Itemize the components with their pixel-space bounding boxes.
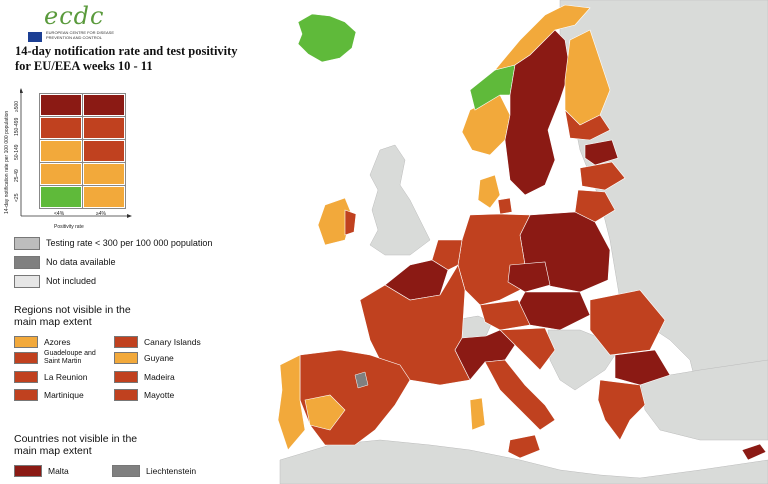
iceland xyxy=(297,13,357,63)
legend-item: Testing rate < 300 per 100 000 populatio… xyxy=(14,237,212,250)
denmark-red xyxy=(497,197,513,215)
matrix-cell xyxy=(82,162,126,186)
estonia xyxy=(584,139,619,166)
ireland-red xyxy=(344,209,357,236)
region-item: La Reunion xyxy=(14,371,87,383)
romania xyxy=(589,289,666,356)
matrix-cell xyxy=(82,93,126,117)
matrix-y-axis-label: 14-day notification rate per 100 000 pop… xyxy=(4,110,10,214)
regions-heading: Regions not visible in the main map exte… xyxy=(14,304,131,328)
col-label: ≥4% xyxy=(96,211,106,217)
matrix-cell xyxy=(39,116,83,140)
region-swatch xyxy=(114,336,138,348)
page-title: 14-day notification rate and test positi… xyxy=(15,44,238,73)
region-item: Guadeloupe and Saint Martin xyxy=(14,350,106,365)
country-swatch xyxy=(112,465,140,477)
region-label: Canary Islands xyxy=(144,337,201,347)
region-swatch xyxy=(14,336,38,348)
region-item: Madeira xyxy=(114,371,175,383)
region-label: Madeira xyxy=(144,372,175,382)
region-swatch xyxy=(14,352,38,364)
legend-label: Testing rate < 300 per 100 000 populatio… xyxy=(46,238,213,248)
portugal xyxy=(277,354,306,451)
spain-orange-center xyxy=(304,394,346,431)
region-label: Guyane xyxy=(144,353,174,363)
benelux xyxy=(431,239,463,271)
region-item: Canary Islands xyxy=(114,336,201,348)
finland-red xyxy=(564,109,611,141)
countries-heading: Countries not visible in the main map ex… xyxy=(14,433,138,457)
matrix-cell xyxy=(82,116,126,140)
country-label: Liechtenstein xyxy=(146,466,197,476)
italy-south xyxy=(484,359,556,431)
region-swatch xyxy=(114,371,138,383)
matrix-cell xyxy=(39,93,83,117)
matrix-axes xyxy=(20,88,132,218)
country-item: Malta xyxy=(14,465,69,477)
region-swatch xyxy=(114,352,138,364)
latvia xyxy=(579,161,626,191)
col-label: <4% xyxy=(54,211,65,217)
slovenia-croatia xyxy=(499,327,556,371)
logo-text: ecdc xyxy=(44,2,105,30)
legend-item: No data available xyxy=(14,256,116,269)
matrix-cell xyxy=(39,162,83,186)
region-label: Martinique xyxy=(44,390,84,400)
greece xyxy=(597,379,646,441)
matrix-x-axis-label: Positivity rate xyxy=(54,224,84,230)
region-item: Guyane xyxy=(114,352,174,364)
sweden xyxy=(504,29,571,196)
region-item: Martinique xyxy=(14,389,84,401)
region-item: Mayotte xyxy=(114,389,174,401)
country-item: Liechtenstein xyxy=(112,465,196,477)
matrix-cell xyxy=(39,185,83,209)
region-label: Mayotte xyxy=(144,390,175,400)
legend-label: Not included xyxy=(46,276,97,286)
region-label: Azores xyxy=(44,337,71,347)
lithuania xyxy=(574,189,616,223)
ecdc-logo: ecdc EUROPEAN CENTRE FOR DISEASE PREVENT… xyxy=(14,2,124,42)
eu-flag-icon xyxy=(28,32,42,42)
spain-grey xyxy=(354,371,369,389)
sardinia xyxy=(469,397,486,431)
non-eu-land-balkans xyxy=(547,329,616,391)
norway-south-orange xyxy=(461,94,511,156)
non-eu-land-uk xyxy=(369,144,431,256)
matrix-cell xyxy=(39,139,83,163)
legend-swatch xyxy=(14,237,40,250)
ireland-orange xyxy=(317,197,353,246)
logo-subtitle: EUROPEAN CENTRE FOR DISEASE PREVENTION A… xyxy=(46,30,115,40)
region-swatch xyxy=(14,389,38,401)
country-label: Malta xyxy=(48,466,69,476)
non-eu-land-turkey xyxy=(639,359,768,441)
matrix-cell xyxy=(82,185,126,209)
sicily xyxy=(507,434,541,459)
cyprus xyxy=(741,443,767,461)
country-swatch xyxy=(14,465,42,477)
region-label: La Reunion xyxy=(44,372,88,382)
legend-swatch xyxy=(14,275,40,288)
legend-swatch xyxy=(14,256,40,269)
region-swatch xyxy=(14,371,38,383)
czechia xyxy=(507,261,551,293)
bulgaria xyxy=(614,349,671,386)
legend-item: Not included xyxy=(14,275,96,288)
region-label: Guadeloupe and Saint Martin xyxy=(44,350,96,365)
legend-panel: ecdc EUROPEAN CENTRE FOR DISEASE PREVENT… xyxy=(0,0,250,484)
legend-label: No data available xyxy=(46,257,116,267)
denmark xyxy=(477,174,501,209)
region-item: Azores xyxy=(14,336,70,348)
austria xyxy=(479,299,531,331)
region-swatch xyxy=(114,389,138,401)
matrix-cell xyxy=(82,139,126,163)
